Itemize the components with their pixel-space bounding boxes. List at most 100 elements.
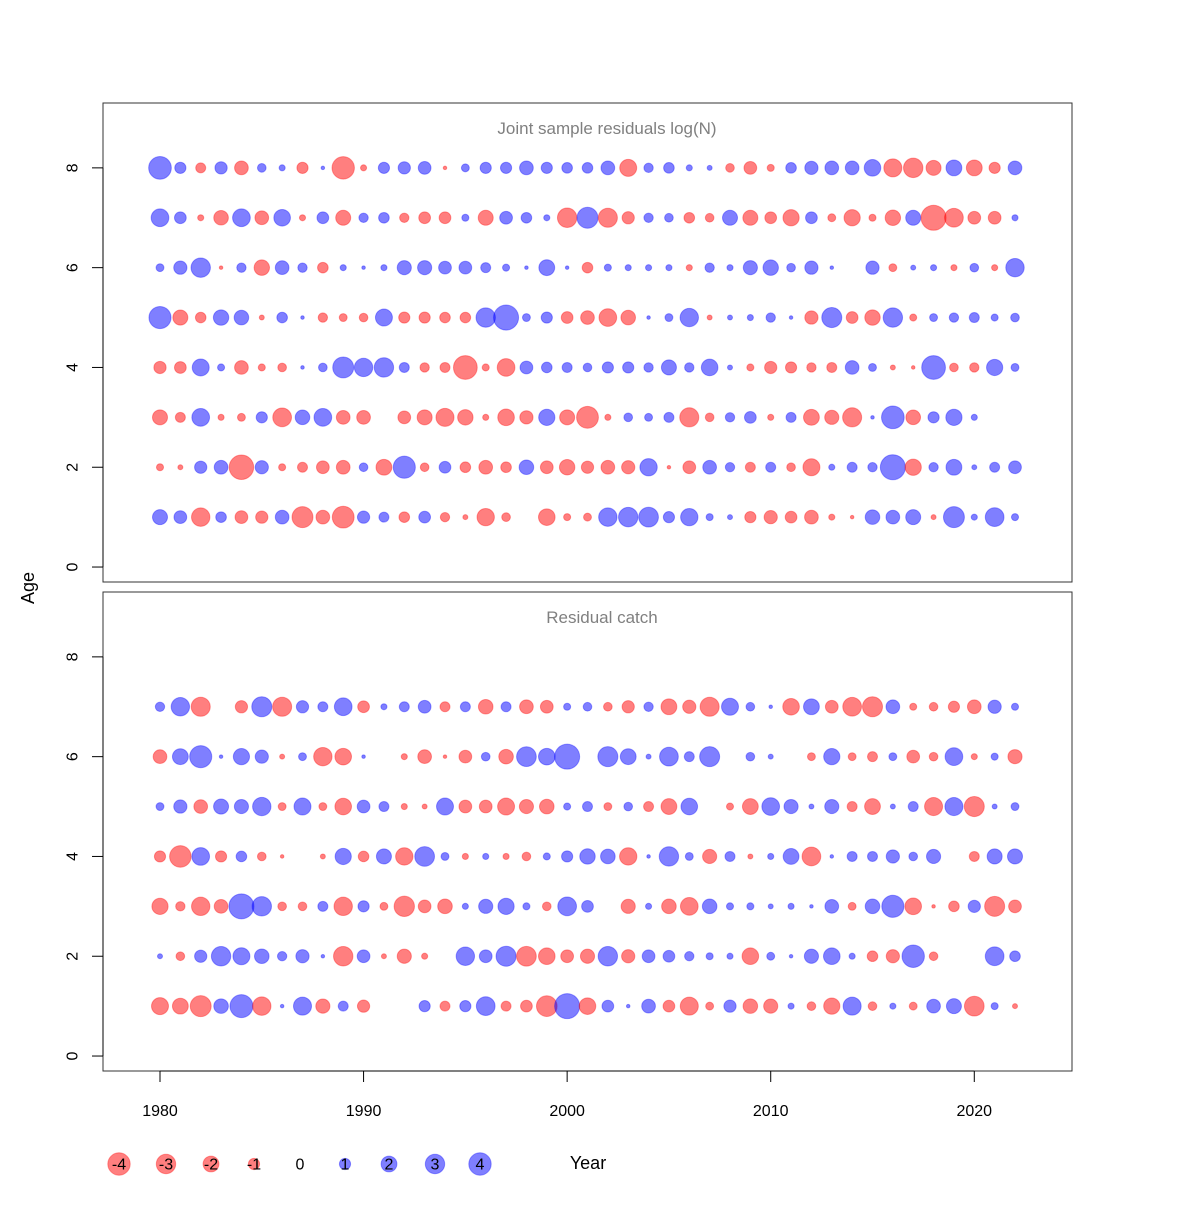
residual-bubble [970, 753, 978, 761]
residual-bubble [986, 848, 1003, 865]
legend-bubble [468, 1152, 492, 1176]
residual-bubble [333, 697, 353, 717]
residual-bubble [233, 798, 250, 815]
residual-bubble [193, 799, 209, 814]
legend-label: 1 [341, 1157, 350, 1174]
residual-bubble [726, 314, 734, 321]
residual-bubble [437, 898, 453, 915]
residual-bubble [907, 801, 919, 813]
residual-bubble [497, 408, 515, 427]
residual-bubble [705, 513, 714, 522]
residual-bubble [683, 211, 696, 224]
panel-residual-catch: Residual catch 0 2 4 6 8 [65, 591, 1073, 1072]
residual-bubble [963, 995, 985, 1017]
residual-bubble [579, 948, 596, 964]
residual-bubble [787, 902, 795, 910]
residual-bubble [743, 410, 757, 424]
residual-bubble [1007, 749, 1023, 765]
residual-bubble [335, 209, 352, 226]
residual-bubble [191, 407, 211, 427]
residual-bubble [1008, 899, 1022, 914]
residual-bubble [803, 948, 820, 964]
residual-bubble [827, 213, 837, 223]
residual-bubble [455, 946, 476, 966]
legend-bubble [380, 1155, 398, 1173]
residual-bubble [623, 801, 634, 812]
residual-bubble [787, 1002, 795, 1010]
residual-bubble [251, 896, 272, 917]
residual-bubble [991, 803, 998, 810]
residual-bubble [417, 260, 433, 276]
residual-bubble [561, 162, 573, 174]
residual-bubble [904, 458, 922, 476]
residual-bubble [398, 701, 410, 713]
y-axis: 0 2 4 6 8 [65, 652, 104, 1060]
residual-bubble [478, 459, 494, 475]
residual-bubble [315, 509, 331, 525]
residual-bubble [501, 512, 511, 522]
residual-bubble [663, 411, 675, 423]
residual-bubble [317, 312, 329, 323]
residual-bubble [603, 263, 612, 272]
residual-bubble [397, 161, 411, 175]
x-tick-label: 1990 [346, 1103, 382, 1120]
residual-bubble [984, 946, 1005, 967]
residual-bubble [254, 749, 269, 764]
residual-bubble [804, 160, 819, 175]
residual-bubble [213, 209, 229, 226]
residual-bubble [452, 355, 478, 380]
residual-bubble [461, 213, 470, 222]
residual-bubble [948, 312, 960, 323]
residual-bubble [560, 949, 575, 964]
residual-bubble [417, 160, 432, 175]
residual-bubble [621, 211, 635, 225]
residual-bubble [905, 509, 922, 526]
residual-bubble [967, 899, 981, 913]
residual-bubble [554, 743, 581, 770]
residual-bubble [279, 854, 285, 859]
residual-bubble [1010, 702, 1020, 711]
residual-bubble [417, 699, 432, 714]
residual-bubble [846, 850, 858, 862]
residual-bubble [726, 514, 734, 521]
panel-joint-sample-residuals: Joint sample residuals log(N) 0 2 4 6 8 [65, 102, 1073, 583]
residual-bubble [784, 361, 798, 374]
residual-bubble [395, 847, 414, 866]
residual-bubble [928, 701, 939, 712]
residual-bubble [867, 462, 878, 473]
residual-bubble [646, 854, 651, 859]
residual-bubble [746, 363, 755, 372]
residual-bubble [908, 1001, 918, 1011]
residual-bubble [844, 360, 860, 375]
residual-bubble [990, 313, 999, 322]
residual-bubble [644, 412, 654, 422]
residual-bubble [621, 460, 636, 475]
residual-bubble [702, 459, 718, 475]
residual-bubble [969, 262, 980, 273]
residual-bubble [660, 798, 678, 815]
residual-bubble [234, 700, 249, 714]
residual-bubble [195, 162, 207, 174]
residual-bubble [169, 845, 192, 868]
residual-bubble [477, 698, 494, 715]
residual-bubble [767, 903, 774, 910]
residual-bubble [809, 904, 814, 909]
residual-bubble [824, 160, 840, 176]
residual-bubble [499, 210, 513, 225]
residual-bubble [442, 165, 448, 171]
residual-bubble [747, 853, 754, 860]
residual-bubble [521, 313, 531, 323]
residual-bubble [704, 212, 715, 223]
residual-bubble [680, 507, 699, 527]
residual-bubble [296, 461, 309, 473]
residual-bubble [151, 509, 169, 526]
residual-bubble [477, 209, 494, 226]
residual-bubble [253, 259, 271, 276]
residual-bubble [256, 163, 267, 173]
residual-bubble [398, 311, 411, 324]
residual-bubble [356, 999, 371, 1013]
residual-bubble [339, 264, 347, 272]
residual-bubble [619, 847, 638, 866]
residual-bubble [234, 160, 249, 176]
residual-bubble [742, 209, 759, 226]
